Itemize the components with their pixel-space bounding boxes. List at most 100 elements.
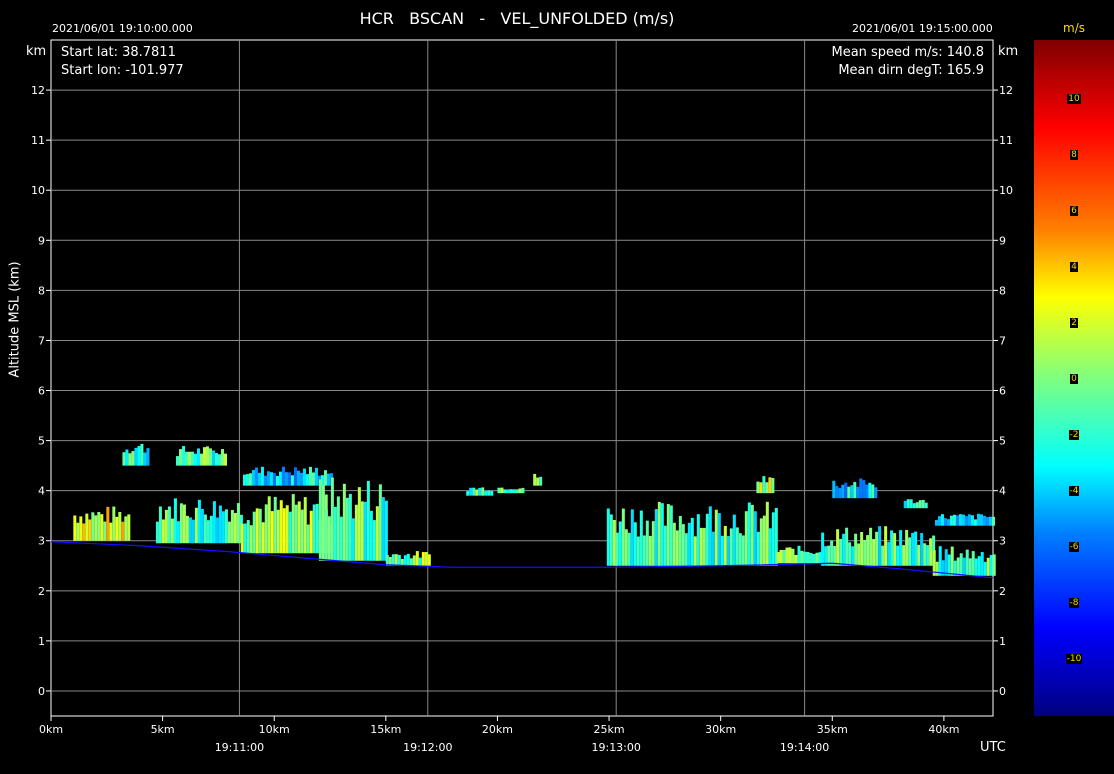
echo-column — [672, 522, 676, 566]
y-tick-label-left: 2 — [38, 585, 45, 598]
y-tick-label-left: 9 — [38, 234, 45, 247]
echo-column — [774, 507, 778, 566]
echo-column — [860, 532, 864, 566]
echo-column — [768, 477, 772, 494]
y-tick-label-left: 7 — [38, 334, 45, 347]
echo-column — [276, 509, 280, 554]
echo-column — [976, 513, 980, 526]
start-lat: Start lat: 38.7811 — [61, 45, 176, 60]
echo-column — [121, 521, 125, 541]
echo-column — [348, 493, 352, 561]
echo-column — [282, 508, 286, 554]
echo-column — [648, 535, 652, 566]
echo-column — [609, 514, 613, 566]
echo-column — [146, 448, 150, 466]
echo-column — [415, 551, 419, 566]
echo-column — [756, 531, 760, 566]
echo-column — [615, 532, 619, 566]
echo-column — [521, 487, 525, 494]
echo-column — [666, 504, 670, 566]
echo-column — [915, 502, 919, 509]
echo-column — [684, 533, 688, 566]
echo-column — [260, 466, 264, 486]
echo-column — [964, 516, 968, 526]
echo-column — [918, 500, 922, 509]
echo-column — [856, 486, 860, 499]
echo-column — [351, 518, 355, 561]
echo-column — [738, 533, 742, 566]
y-tick-label-left: 6 — [38, 385, 45, 398]
echo-column — [275, 475, 279, 486]
echo-column — [321, 485, 325, 561]
echo-column — [203, 514, 207, 544]
echo-region — [932, 546, 996, 576]
echo-column — [717, 513, 721, 566]
echo-column — [191, 451, 195, 466]
echo-column — [690, 517, 694, 566]
echo-column — [950, 546, 954, 576]
echo-column — [657, 501, 661, 566]
echo-column — [185, 451, 189, 466]
echo-column — [539, 476, 543, 486]
echo-column — [345, 497, 349, 561]
echo-column — [953, 560, 957, 576]
echo-region — [606, 501, 778, 566]
echo-column — [109, 522, 113, 541]
echo-column — [518, 488, 522, 494]
echo-column — [427, 554, 431, 566]
echo-column — [112, 506, 116, 541]
echo-column — [278, 471, 282, 486]
echo-column — [233, 513, 237, 544]
echo-column — [771, 512, 775, 566]
echo-column — [218, 505, 222, 544]
y-tick-label-right: 12 — [999, 84, 1013, 97]
y-tick-label-left: 0 — [38, 685, 45, 698]
echo-column — [127, 514, 131, 541]
echo-column — [215, 517, 219, 544]
echo-column — [788, 547, 792, 564]
echo-column — [384, 500, 388, 561]
echo-column — [961, 514, 965, 526]
colorbar-tick-label: -10 — [1065, 654, 1083, 664]
start-time: 2021/06/01 19:10:00.000 — [52, 22, 193, 35]
echo-column — [215, 453, 219, 466]
echo-column — [965, 549, 969, 576]
y-tick-label-right: 2 — [999, 585, 1006, 598]
echo-column — [791, 548, 795, 564]
echo-column — [258, 508, 262, 554]
echo-column — [115, 516, 119, 541]
echo-column — [336, 496, 340, 561]
echo-column — [194, 507, 198, 544]
echo-column — [973, 519, 977, 526]
echo-column — [173, 498, 177, 544]
echo-column — [140, 443, 144, 466]
echo-column — [908, 537, 912, 566]
echo-column — [342, 483, 346, 561]
echo-region — [821, 526, 936, 566]
echo-column — [854, 533, 858, 566]
echo-column — [841, 484, 845, 499]
echo-column — [478, 487, 482, 496]
echo-column — [472, 487, 476, 496]
echo-column — [161, 519, 165, 544]
echo-column — [375, 506, 379, 561]
echo-region — [73, 506, 131, 541]
echo-column — [723, 525, 727, 566]
time-tick-label: 19:12:00 — [403, 741, 452, 754]
echo-column — [875, 531, 879, 566]
echo-column — [902, 545, 906, 566]
echo-column — [409, 558, 413, 566]
echo-column — [988, 516, 992, 526]
echo-column — [630, 509, 634, 566]
y-tick-label-left: 1 — [38, 635, 45, 648]
echo-column — [980, 552, 984, 576]
echo-column — [621, 508, 625, 566]
echo-column — [847, 486, 851, 499]
echo-column — [221, 511, 225, 544]
echo-column — [269, 472, 273, 486]
echo-column — [905, 529, 909, 566]
echo-column — [378, 484, 382, 561]
echo-column — [85, 513, 89, 541]
echo-column — [302, 468, 306, 486]
echo-column — [741, 535, 745, 566]
